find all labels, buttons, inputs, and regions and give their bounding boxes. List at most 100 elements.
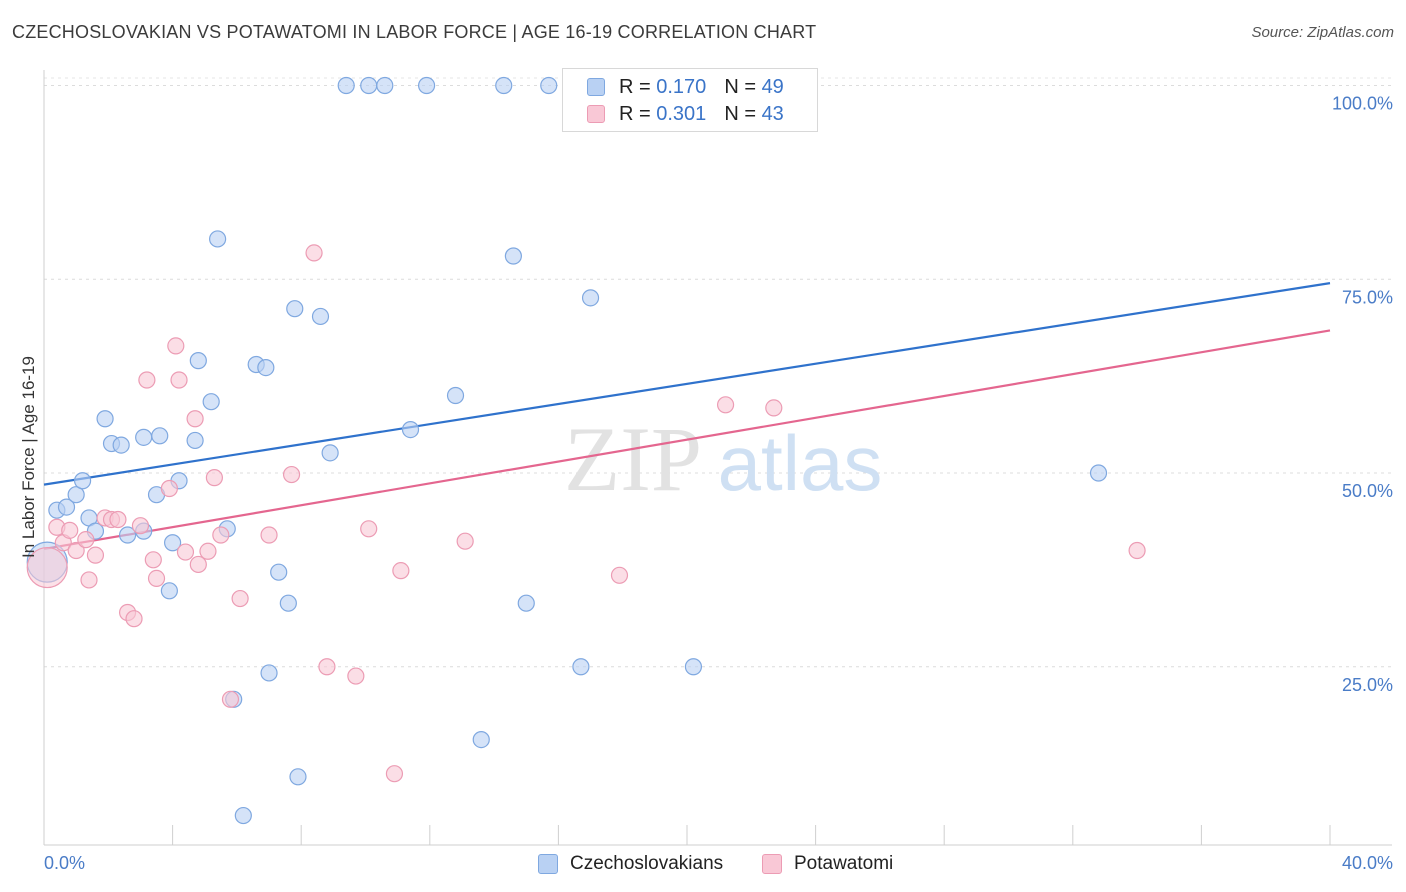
data-point-czechoslovakians xyxy=(151,427,169,445)
data-point-potawatomi xyxy=(221,690,240,708)
data-point-czechoslovakians xyxy=(337,76,355,95)
data-point-czechoslovakians xyxy=(540,76,558,95)
series-swatch-blue xyxy=(538,854,558,874)
data-point-czechoslovakians xyxy=(234,806,252,825)
data-point-czechoslovakians xyxy=(572,658,590,676)
series-label: Czechoslovakians xyxy=(570,853,724,874)
data-point-czechoslovakians xyxy=(67,486,85,504)
gridlines xyxy=(44,77,1392,668)
data-point-czechoslovakians xyxy=(401,421,420,439)
data-point-potawatomi xyxy=(199,542,217,560)
data-point-czechoslovakians xyxy=(96,410,114,428)
axes xyxy=(43,70,1392,846)
legend-swatch-blue xyxy=(587,78,605,96)
legend-row-czechoslovakians: R = 0.170 N = 49 xyxy=(587,75,784,99)
legend-n-value: 49 xyxy=(761,75,784,98)
data-point-potawatomi xyxy=(80,571,98,589)
legend-r-label: R = xyxy=(619,102,651,125)
series-legend-potawatomi: Potawatomi xyxy=(762,852,893,876)
data-point-potawatomi xyxy=(231,589,249,608)
data-point-potawatomi xyxy=(360,520,378,538)
data-point-czechoslovakians xyxy=(517,594,535,612)
data-point-potawatomi xyxy=(138,371,156,389)
legend-row-potawatomi: R = 0.301 N = 43 xyxy=(587,102,784,126)
data-point-czechoslovakians xyxy=(186,431,204,450)
trend-line-potawatomi xyxy=(43,329,1331,551)
data-point-potawatomi xyxy=(282,465,301,484)
trend-line-czechoslovakians xyxy=(43,282,1331,486)
data-point-potawatomi xyxy=(61,521,79,539)
legend-n-label: N = xyxy=(724,102,756,125)
data-point-czechoslovakians xyxy=(202,393,220,411)
legend-r-value: 0.170 xyxy=(656,75,707,98)
data-point-potawatomi xyxy=(305,244,323,262)
data-point-czechoslovakians xyxy=(112,436,130,454)
data-point-czechoslovakians xyxy=(417,76,436,95)
data-point-potawatomi xyxy=(716,396,735,414)
data-point-czechoslovakians xyxy=(189,352,207,370)
watermark-atlas: atlas xyxy=(718,419,883,507)
tick-labels: 25.0% 50.0% 75.0% 100.0% 0.0% 40.0% xyxy=(44,94,1393,874)
data-point-czechoslovakians xyxy=(160,582,178,600)
x-tick-label: 0.0% xyxy=(44,853,85,873)
data-point-potawatomi xyxy=(125,610,143,628)
data-point-czechoslovakians xyxy=(311,307,330,326)
data-point-potawatomi xyxy=(260,526,278,544)
legend-r-label: R = xyxy=(619,75,651,98)
data-point-potawatomi xyxy=(144,551,162,569)
data-point-czechoslovakians xyxy=(472,730,490,749)
data-point-potawatomi xyxy=(147,569,166,588)
data-point-czechoslovakians xyxy=(135,428,153,446)
y-tick-label: 75.0% xyxy=(1342,287,1393,307)
data-point-potawatomi xyxy=(86,546,105,564)
x-tick-label: 40.0% xyxy=(1342,853,1393,873)
data-point-potawatomi xyxy=(131,517,150,535)
data-point-czechoslovakians xyxy=(289,768,307,786)
data-point-czechoslovakians xyxy=(495,76,513,95)
data-point-czechoslovakians xyxy=(260,664,278,682)
chart-title: CZECHOSLOVAKIAN VS POTAWATOMI IN LABOR F… xyxy=(12,22,817,42)
data-point-czechoslovakians xyxy=(1089,464,1108,482)
data-point-potawatomi xyxy=(176,543,195,561)
y-axis-label: In Labor Force | Age 16-19 xyxy=(19,356,38,558)
data-point-potawatomi xyxy=(167,337,185,355)
data-point-czechoslovakians xyxy=(164,534,182,552)
data-point-potawatomi xyxy=(765,399,783,417)
data-point-potawatomi xyxy=(109,510,127,529)
series-legend-czechoslovakians: Czechoslovakians xyxy=(538,852,723,876)
data-point-czechoslovakians xyxy=(360,76,378,95)
data-point-potawatomi xyxy=(212,526,230,544)
data-point-czechoslovakians xyxy=(73,472,92,490)
data-point-potawatomi xyxy=(347,667,365,685)
data-point-potawatomi xyxy=(385,765,404,783)
watermark-zip: ZIP xyxy=(564,408,702,510)
data-point-potawatomi xyxy=(189,555,207,574)
data-point-potawatomi xyxy=(77,531,95,549)
legend-r-value: 0.301 xyxy=(656,102,707,125)
data-point-czechoslovakians xyxy=(504,247,522,265)
data-point-potawatomi xyxy=(610,566,629,584)
legend-n-value: 43 xyxy=(761,102,784,125)
legend-n-label: N = xyxy=(724,75,756,98)
data-point-potawatomi xyxy=(205,469,223,487)
y-tick-label: 25.0% xyxy=(1342,675,1393,695)
data-point-potawatomi xyxy=(170,371,188,389)
correlation-legend: R = 0.170 N = 49 R = 0.301 N = 43 xyxy=(562,68,818,132)
data-point-czechoslovakians xyxy=(581,289,600,307)
watermark: ZIP atlas xyxy=(564,408,882,510)
data-point-czechoslovakians xyxy=(279,594,297,612)
data-point-potawatomi xyxy=(1128,541,1146,560)
y-tick-label: 50.0% xyxy=(1342,481,1393,501)
data-point-czechoslovakians xyxy=(257,359,275,377)
source-credit: Source: ZipAtlas.com xyxy=(1251,24,1394,41)
data-point-potawatomi xyxy=(67,541,85,560)
series-label: Potawatomi xyxy=(794,853,894,874)
legend-swatch-pink xyxy=(587,105,605,123)
data-point-czechoslovakians xyxy=(209,230,227,248)
data-point-potawatomi xyxy=(318,658,336,676)
y-tick-label: 100.0% xyxy=(1332,94,1393,114)
data-point-czechoslovakians xyxy=(376,76,394,95)
data-point-potawatomi xyxy=(160,479,178,498)
data-point-czechoslovakians xyxy=(118,526,137,544)
